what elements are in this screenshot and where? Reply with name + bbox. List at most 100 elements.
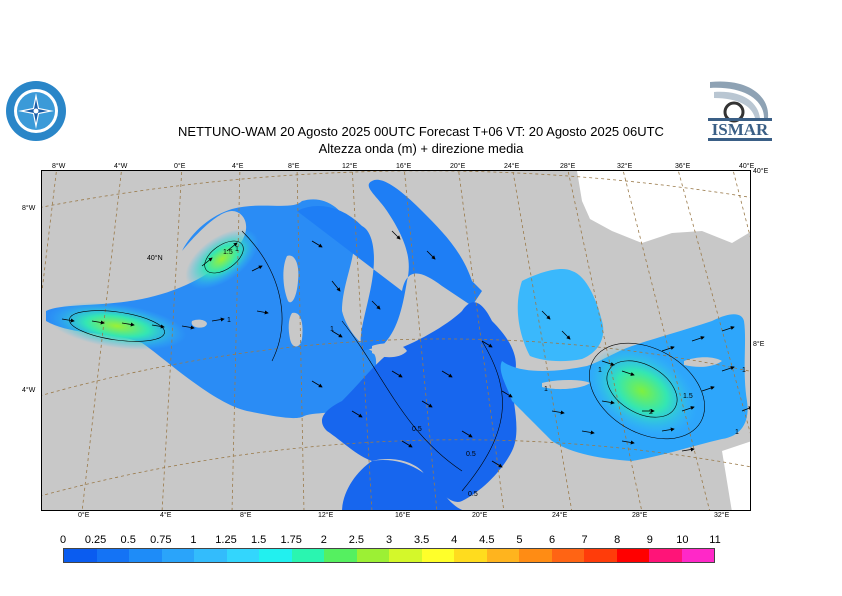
legend-swatch — [551, 549, 584, 562]
wave-direction-arrows — [61, 230, 750, 468]
contour-label: 1 — [330, 326, 334, 333]
legend-swatch — [96, 549, 129, 562]
wave-height-map[interactable]: 1.5 1 1 1 1 1 1.5 2 1 1 0.5 0.5 0.5 40°N — [41, 170, 751, 511]
legend-color-bar — [63, 548, 715, 563]
legend-swatch — [616, 549, 649, 562]
legend-label: 1 — [190, 534, 197, 546]
hotspot-gulf-of-lion — [185, 228, 259, 290]
right-side-label: 40°E — [753, 168, 769, 175]
legend-swatch — [421, 549, 454, 562]
contour-label: 0.5 — [468, 491, 478, 498]
legend-label: 0.25 — [84, 534, 107, 546]
legend-label: 1.75 — [280, 534, 302, 546]
legend-swatch — [389, 549, 422, 562]
ismar-logo: ISMAR — [708, 78, 772, 142]
legend-swatch — [259, 549, 292, 562]
bottom-lon-label: 28°E — [632, 512, 648, 519]
map-canvas — [42, 171, 750, 510]
contour-label: 0.5 — [466, 451, 476, 458]
legend-label: 11 — [709, 534, 721, 546]
top-lon-label: 28°E — [560, 163, 576, 170]
legend-swatch — [584, 549, 617, 562]
legend-label: 0.75 — [150, 534, 172, 546]
legend-label: 3 — [385, 534, 393, 546]
legend-swatch — [194, 549, 227, 562]
top-lon-label: 36°E — [675, 163, 691, 170]
bottom-lon-label: 20°E — [472, 512, 488, 519]
top-lon-label: 40°E — [739, 163, 755, 170]
top-lon-label: 4°E — [232, 163, 244, 170]
top-lon-label: 8°E — [288, 163, 300, 170]
color-scale-legend: 0 0.25 0.5 0.75 1 1.25 1.5 1.75 2 2.5 3 3.5 4 4.5 5 6 7 8… — [59, 534, 721, 564]
top-lon-label: 4°W — [114, 163, 128, 170]
legend-label: 1.5 — [250, 534, 267, 546]
legend-label: 3.5 — [413, 534, 430, 546]
legend-swatch — [226, 549, 259, 562]
bottom-lon-label: 12°E — [318, 512, 334, 519]
legend-swatch — [454, 549, 487, 562]
legend-swatch — [486, 549, 519, 562]
compass-rose-seal-icon — [6, 81, 66, 141]
top-lon-label: 16°E — [396, 163, 412, 170]
legend-label: 5 — [516, 534, 523, 546]
hotspot-west — [47, 302, 187, 350]
map-subtitle: Altezza onda (m) + direzione media — [318, 141, 524, 156]
graticule — [42, 171, 750, 510]
top-lon-label: 0°E — [174, 163, 186, 170]
legend-swatch — [64, 549, 97, 562]
map-title: NETTUNO-WAM 20 Agosto 2025 00UTC Forecas… — [178, 124, 664, 139]
black-sea-area — [577, 171, 750, 243]
legend-label: 10 — [676, 534, 689, 546]
contour-label: 1 — [735, 429, 739, 436]
ismar-logo-text: ISMAR — [711, 120, 769, 139]
bottom-lon-label: 0°E — [78, 512, 90, 519]
contour-label: 0.5 — [412, 426, 422, 433]
legend-swatch — [291, 549, 324, 562]
legend-label: 2.5 — [348, 534, 365, 546]
legend-label: 8 — [614, 534, 621, 546]
bottom-lon-label: 32°E — [714, 512, 730, 519]
contour-label: 1 — [598, 367, 602, 374]
latitude-label-40n: 40°N — [147, 255, 163, 262]
top-lon-label: 20°E — [450, 163, 466, 170]
top-lon-label: 32°E — [617, 163, 633, 170]
legend-label: 7 — [581, 534, 588, 546]
contour-label: 1 — [742, 367, 746, 374]
contour-label: 1.5 — [223, 249, 233, 256]
legend-label: 4.5 — [479, 534, 495, 546]
right-side-label: 8°E — [753, 341, 765, 348]
legend-swatch — [324, 549, 357, 562]
contour-label: 1.5 — [683, 393, 693, 400]
legend-swatch — [681, 549, 714, 562]
legend-label: 2 — [320, 534, 327, 546]
red-sea-area — [722, 441, 750, 510]
top-lon-label: 8°W — [52, 163, 66, 170]
legend-label: 6 — [548, 534, 556, 546]
legend-swatch — [356, 549, 389, 562]
ismar-wave-icon — [708, 78, 772, 142]
bottom-lon-label: 4°E — [160, 512, 172, 519]
islands — [191, 255, 722, 390]
hotspot-levantine — [586, 345, 698, 437]
bottom-lon-label: 24°E — [552, 512, 568, 519]
contour-label: 1 — [227, 317, 231, 324]
legend-label: 9 — [646, 534, 653, 546]
top-lon-label: 24°E — [504, 163, 520, 170]
contour-lines — [69, 230, 705, 492]
legend-swatch — [161, 549, 194, 562]
legend-swatch — [519, 549, 552, 562]
legend-label: 4 — [451, 534, 458, 546]
left-side-label: 8°W — [22, 205, 36, 212]
left-side-label: 4°W — [22, 387, 36, 394]
contour-label: 2 — [649, 409, 653, 416]
legend-label: 0 — [59, 534, 67, 546]
top-lon-label: 12°E — [342, 163, 358, 170]
legend-label: 1.25 — [215, 534, 237, 546]
bottom-lon-label: 8°E — [240, 512, 252, 519]
contour-label: 1 — [235, 246, 239, 253]
bottom-lon-label: 16°E — [395, 512, 411, 519]
legend-label: 0.5 — [120, 534, 136, 546]
legend-swatch — [649, 549, 682, 562]
contour-label: 1 — [544, 386, 548, 393]
legend-swatch — [129, 549, 162, 562]
